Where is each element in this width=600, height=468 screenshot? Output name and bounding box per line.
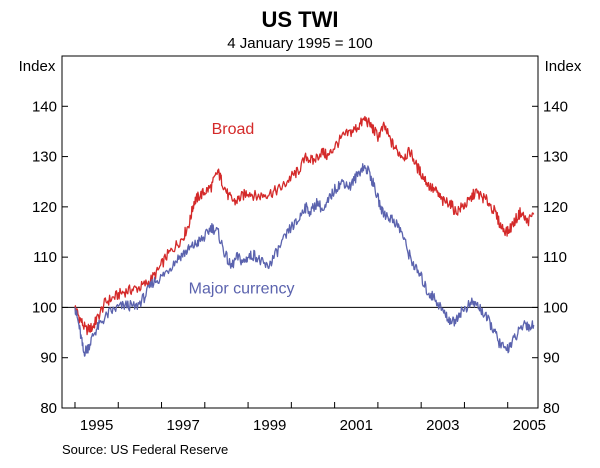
y-tick-label-left: 100 (32, 299, 57, 316)
y-tick-label-right: 100 (543, 299, 568, 316)
x-tick-label: 1999 (253, 417, 286, 434)
y-tick-label-left: 130 (32, 149, 57, 166)
chart-title: US TWI (262, 7, 339, 32)
y-tick-label-left: 90 (40, 350, 57, 367)
y-tick-label-right: 120 (543, 199, 568, 216)
series-label-major-currency: Major currency (189, 280, 295, 297)
y-tick-label-right: 90 (543, 350, 560, 367)
y-tick-label-left: 80 (40, 400, 57, 417)
series-line-major-currency (74, 163, 535, 357)
x-tick-label: 1997 (166, 417, 199, 434)
series-label-broad: Broad (212, 121, 255, 138)
y-tick-label-right: 110 (543, 249, 567, 266)
source-note: Source: US Federal Reserve (62, 442, 228, 457)
y-tick-label-left: 110 (33, 249, 57, 266)
y-tick-label-right: 130 (543, 149, 568, 166)
plot-frame (61, 55, 539, 409)
x-tick-label: 2003 (426, 417, 459, 434)
y-axis-unit-left: Index (19, 58, 56, 75)
chart-subtitle: 4 January 1995 = 100 (227, 35, 373, 52)
y-tick-label-left: 120 (32, 199, 57, 216)
y-tick-label-right: 140 (543, 98, 568, 115)
y-axis-unit-right: Index (545, 58, 582, 75)
x-tick-label: 1995 (80, 417, 113, 434)
y-tick-label-left: 140 (32, 98, 57, 115)
y-tick-label-right: 80 (543, 400, 560, 417)
x-tick-label: 2001 (340, 417, 373, 434)
series-line-broad (74, 115, 535, 336)
x-tick-label: 2005 (513, 417, 546, 434)
